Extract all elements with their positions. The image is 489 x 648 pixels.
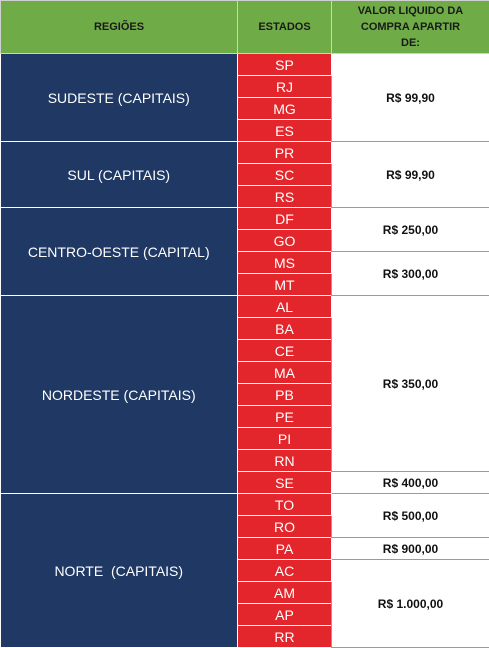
state-code: AC <box>237 559 332 582</box>
state-code: TO <box>237 493 332 516</box>
min-price: R$ 350,00 <box>331 295 489 472</box>
state-row: NORTE (CAPITAIS) TO R$ 500,00 <box>0 493 489 648</box>
state-row: PA R$ 900,00 <box>1 537 489 560</box>
state-code: AL <box>237 295 332 318</box>
state-code: GO <box>237 229 332 252</box>
min-price: R$ 99,90 <box>331 141 489 208</box>
header-cell: VALOR LIQUIDO DA COMPRA APARTIR DE: <box>331 0 489 54</box>
region-name: NORDESTE (CAPITAIS) <box>0 295 238 494</box>
state-row: MS R$ 300,00 <box>1 251 489 296</box>
state-code: RJ <box>237 75 332 98</box>
state-code: SP <box>237 53 332 76</box>
state-code: BA <box>237 317 332 340</box>
min-price: R$ 1.000,00 <box>331 559 489 648</box>
state-code: AP <box>237 603 332 626</box>
state-code: SC <box>237 163 332 186</box>
state-row: SUDESTE (CAPITAIS) SP R$ 99,90 <box>0 53 489 142</box>
state-code: MT <box>237 273 332 296</box>
state-code: AM <box>237 581 332 604</box>
state-row: CENTRO-OESTE (CAPITAL) DF R$ 250,00 <box>0 207 489 296</box>
state-row: PB <box>1 383 489 406</box>
state-row: RJ <box>1 75 489 98</box>
region-name: SUDESTE (CAPITAIS) <box>0 53 238 142</box>
header-row: REGIÕES ESTADOS VALOR LIQUIDO DA COMPRA … <box>0 0 489 54</box>
state-code: CE <box>237 339 332 362</box>
region-name: SUL (CAPITAIS) <box>0 141 238 208</box>
state-row: BA <box>1 317 489 340</box>
state-code: RR <box>237 625 332 648</box>
state-code: PB <box>237 383 332 406</box>
state-code: MG <box>237 97 332 120</box>
state-code: RO <box>237 515 332 538</box>
min-price: R$ 500,00 <box>331 493 489 538</box>
state-code: DF <box>237 207 332 230</box>
state-row: RS <box>1 185 489 208</box>
min-price: R$ 99,90 <box>331 53 489 142</box>
state-row: MT <box>1 273 489 296</box>
state-row: MA <box>1 361 489 384</box>
min-price: R$ 900,00 <box>331 537 489 560</box>
state-row: PI <box>1 427 489 450</box>
state-code: MA <box>237 361 332 384</box>
region-name: CENTRO-OESTE (CAPITAL) <box>0 207 238 296</box>
state-row: AC R$ 1.000,00 <box>1 559 489 648</box>
table-body: SUDESTE (CAPITAIS) SP R$ 99,90 RJ MG ES SUL (C… <box>0 53 489 648</box>
state-row: RR <box>1 625 489 648</box>
state-code: RN <box>237 449 332 472</box>
header-cell: REGIÕES <box>0 0 238 54</box>
min-price: R$ 400,00 <box>331 471 489 494</box>
state-code: PR <box>237 141 332 164</box>
state-row: ES <box>1 119 489 142</box>
state-code: RS <box>237 185 332 208</box>
state-code: PE <box>237 405 332 428</box>
state-code: SE <box>237 471 332 494</box>
state-row: AM <box>1 581 489 604</box>
state-code: PI <box>237 427 332 450</box>
state-row: NORDESTE (CAPITAIS) AL R$ 350,00 <box>0 295 489 494</box>
state-row: MG <box>1 97 489 120</box>
state-row: CE <box>1 339 489 362</box>
state-code: PA <box>237 537 332 560</box>
state-code: ES <box>237 119 332 142</box>
state-row: SE R$ 400,00 <box>1 471 489 494</box>
region-name: NORTE (CAPITAIS) <box>0 493 238 648</box>
min-price: R$ 300,00 <box>331 251 489 296</box>
state-row: SUL (CAPITAIS) PR R$ 99,90 <box>0 141 489 208</box>
state-row: GO <box>1 229 489 252</box>
header-cell: ESTADOS <box>237 0 332 54</box>
state-code: MS <box>237 251 332 274</box>
state-row: RN <box>1 449 489 472</box>
min-price: R$ 250,00 <box>331 207 489 252</box>
